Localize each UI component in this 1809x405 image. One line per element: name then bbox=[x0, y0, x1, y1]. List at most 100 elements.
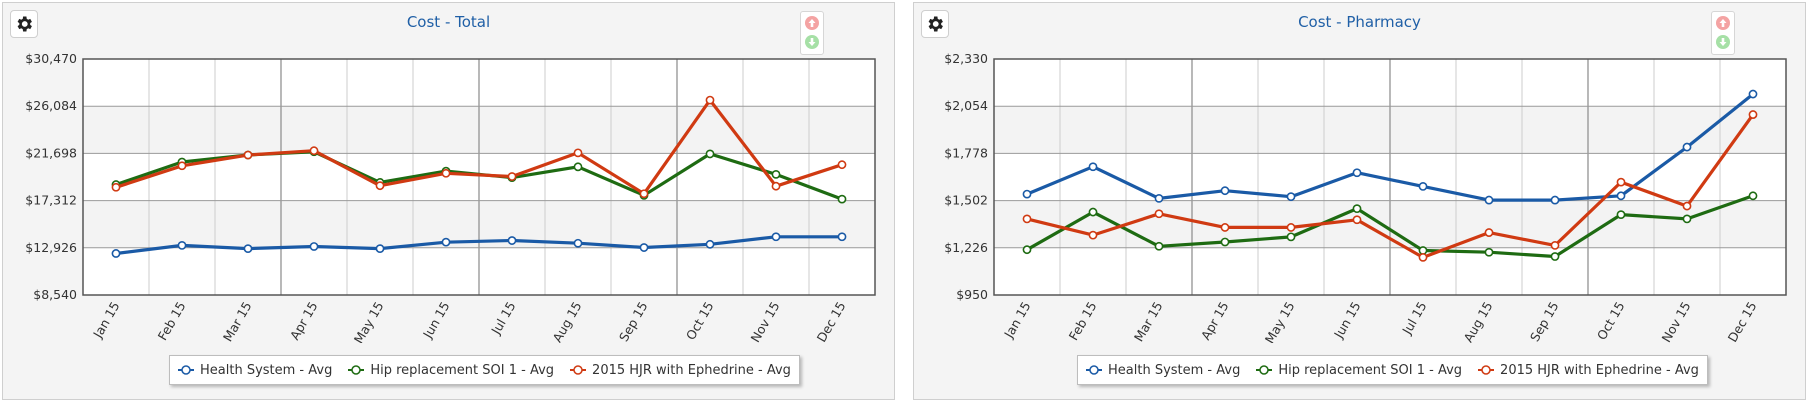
x-tick-label: Jul 15 bbox=[488, 299, 519, 338]
chart-legend: Health System - Avg Hip replacement SOI … bbox=[1077, 355, 1708, 385]
data-point bbox=[837, 232, 847, 242]
data-point bbox=[837, 160, 847, 170]
data-point bbox=[441, 237, 451, 247]
data-point bbox=[309, 146, 319, 156]
x-tick-label: Sep 15 bbox=[616, 299, 651, 343]
data-point bbox=[1484, 247, 1494, 257]
data-point bbox=[177, 161, 187, 171]
x-tick-label: Aug 15 bbox=[549, 299, 584, 343]
legend-item-hip-replacement[interactable]: Hip replacement SOI 1 - Avg bbox=[1256, 363, 1462, 378]
plot-border bbox=[993, 58, 1787, 296]
legend-label: Hip replacement SOI 1 - Avg bbox=[1278, 362, 1463, 378]
plot-border bbox=[82, 58, 876, 296]
sort-down-button[interactable] bbox=[1716, 35, 1730, 49]
sort-down-button[interactable] bbox=[805, 35, 819, 49]
sort-control bbox=[800, 11, 824, 55]
sort-up-button[interactable] bbox=[805, 16, 819, 30]
y-tick-label: $17,312 bbox=[25, 193, 77, 208]
data-point bbox=[705, 149, 715, 159]
chart-title: Cost - Pharmacy bbox=[1298, 13, 1421, 31]
x-tick-label: Jan 15 bbox=[90, 299, 123, 341]
legend-item-hjr-ephedrine[interactable]: 2015 HJR with Ephedrine - Avg bbox=[1478, 363, 1699, 378]
data-point bbox=[1616, 210, 1626, 220]
x-tick-label: Feb 15 bbox=[155, 299, 189, 343]
x-tick-label: Sep 15 bbox=[1527, 299, 1562, 343]
chart-title: Cost - Total bbox=[406, 13, 491, 31]
y-tick-label: $2,054 bbox=[944, 98, 988, 113]
data-point bbox=[1220, 186, 1230, 196]
settings-button[interactable] bbox=[10, 10, 38, 38]
y-tick-label: $8,540 bbox=[33, 287, 77, 302]
x-tick-label: Mar 15 bbox=[1131, 299, 1166, 343]
data-point bbox=[1286, 192, 1296, 202]
data-point bbox=[1154, 209, 1164, 219]
data-point bbox=[1022, 245, 1032, 255]
data-point bbox=[1682, 214, 1692, 224]
x-tick-label: Mar 15 bbox=[220, 299, 255, 343]
x-tick-label: May 15 bbox=[1262, 299, 1298, 343]
data-point bbox=[1418, 182, 1428, 191]
data-point bbox=[1682, 201, 1692, 211]
data-point bbox=[111, 182, 121, 192]
data-point bbox=[639, 243, 649, 252]
data-point bbox=[1022, 214, 1032, 224]
settings-button[interactable] bbox=[921, 10, 949, 38]
data-point bbox=[639, 189, 649, 199]
data-point bbox=[1550, 252, 1560, 261]
data-point bbox=[1154, 193, 1164, 203]
y-tick-label: $2,330 bbox=[944, 51, 988, 66]
x-tick-label: Aug 15 bbox=[1460, 299, 1495, 343]
data-point bbox=[771, 181, 781, 191]
data-point bbox=[1484, 228, 1494, 237]
x-tick-label: May 15 bbox=[351, 299, 387, 343]
data-point bbox=[507, 236, 517, 245]
data-point bbox=[375, 181, 385, 191]
y-tick-label: $30,470 bbox=[25, 51, 77, 66]
data-point bbox=[243, 150, 253, 160]
legend-item-hjr-ephedrine[interactable]: 2015 HJR with Ephedrine - Avg bbox=[570, 363, 791, 378]
data-point bbox=[1154, 241, 1164, 251]
arrow-down-icon bbox=[805, 35, 819, 49]
chart-panel-cost-pharmacy: Cost - Pharmacy $2,330 $2,054 $1,778 $1,502… bbox=[913, 2, 1806, 400]
data-point bbox=[375, 244, 385, 254]
data-point bbox=[177, 240, 187, 250]
data-point bbox=[1418, 252, 1428, 262]
x-tick-label: Dec 15 bbox=[1725, 299, 1760, 343]
arrow-down-icon bbox=[1716, 35, 1730, 49]
data-point bbox=[1286, 232, 1296, 242]
line-chart-cost-total: $30,470 $26,084 $21,698 $17,312 $12,926 $8,54… bbox=[25, 51, 876, 343]
y-tick-label: $21,698 bbox=[25, 145, 77, 160]
series-line bbox=[115, 235, 842, 256]
gear-icon bbox=[928, 16, 943, 32]
x-tick-label: Jul 15 bbox=[1399, 299, 1430, 338]
data-point bbox=[1220, 223, 1230, 232]
x-tick-label: Jun 15 bbox=[419, 299, 452, 342]
x-tick-label: Apr 15 bbox=[1198, 299, 1232, 342]
sort-up-button[interactable] bbox=[1716, 16, 1730, 30]
legend-label: Hip replacement SOI 1 - Avg bbox=[370, 362, 555, 378]
x-tick-label: Oct 15 bbox=[683, 299, 717, 342]
data-point bbox=[1352, 168, 1362, 178]
legend-item-health-system[interactable]: Health System - Avg bbox=[178, 363, 332, 378]
data-point bbox=[1748, 89, 1758, 99]
data-point bbox=[1616, 191, 1626, 201]
data-point bbox=[1088, 207, 1098, 217]
data-point bbox=[1352, 204, 1362, 214]
x-tick-label: Oct 15 bbox=[1594, 299, 1628, 342]
data-point bbox=[1748, 110, 1758, 119]
legend-marker-icon bbox=[1086, 365, 1102, 375]
arrow-up-icon bbox=[1716, 16, 1730, 30]
y-tick-label: $1,778 bbox=[944, 145, 988, 160]
data-point bbox=[1022, 189, 1032, 199]
data-point bbox=[507, 172, 517, 181]
legend-label: 2015 HJR with Ephedrine - Avg bbox=[1500, 362, 1699, 378]
gear-icon bbox=[17, 16, 32, 32]
legend-item-health-system[interactable]: Health System - Avg bbox=[1086, 363, 1240, 378]
data-point bbox=[1616, 177, 1626, 187]
data-point bbox=[1286, 223, 1296, 232]
data-point bbox=[771, 232, 781, 242]
legend-item-hip-replacement[interactable]: Hip replacement SOI 1 - Avg bbox=[348, 363, 554, 378]
series-line bbox=[115, 98, 843, 196]
series-line bbox=[1026, 194, 1754, 259]
data-point bbox=[1682, 142, 1692, 152]
